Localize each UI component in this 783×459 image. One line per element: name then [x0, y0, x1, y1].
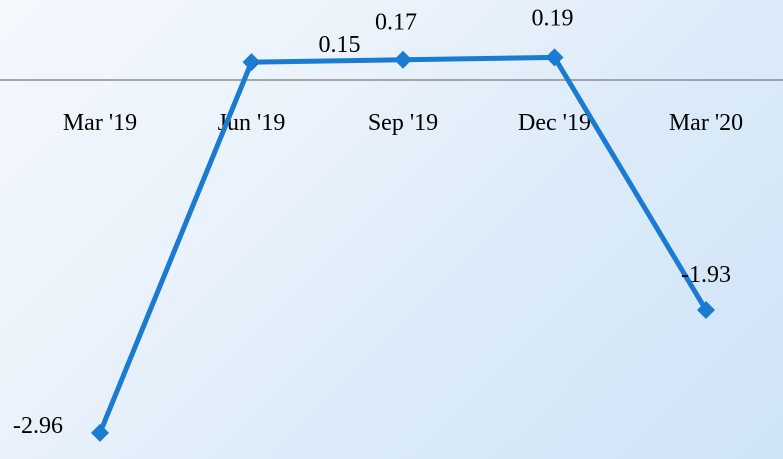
data-point-marker [242, 53, 261, 72]
x-tick-label: Mar '19 [63, 110, 137, 136]
x-tick-label: Mar '20 [669, 110, 743, 136]
x-tick-label: Sep '19 [368, 110, 438, 136]
data-label: 0.17 [375, 10, 417, 36]
data-label: -1.93 [681, 262, 731, 288]
data-label: 0.19 [532, 5, 574, 31]
data-point-marker [394, 50, 412, 69]
data-point-marker [91, 423, 109, 442]
data-point-marker [545, 48, 564, 67]
data-labels: -2.96 0.15 0.17 0.19 -1.93 [13, 5, 731, 438]
data-point-marker [697, 301, 715, 320]
data-label: 0.15 [319, 32, 361, 58]
data-label: -2.96 [13, 413, 63, 439]
data-markers [91, 48, 715, 442]
x-tick-label: Dec '19 [518, 110, 591, 136]
x-tick-labels: Mar '19 Jun '19 Sep '19 Dec '19 Mar '20 [63, 110, 743, 136]
